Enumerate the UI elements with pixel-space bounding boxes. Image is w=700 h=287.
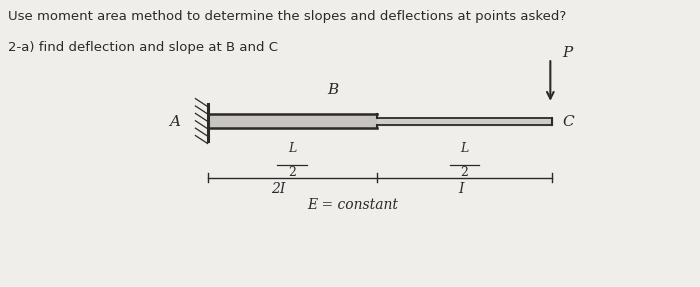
Text: 2: 2 (288, 166, 296, 179)
Text: P: P (563, 46, 573, 59)
Text: C: C (563, 115, 574, 129)
Text: A: A (169, 115, 181, 129)
Text: Use moment area method to determine the slopes and deflections at points asked?: Use moment area method to determine the … (8, 10, 566, 23)
Text: L: L (288, 142, 296, 155)
Text: B: B (327, 83, 338, 97)
Text: 2-a) find deflection and slope at B and C: 2-a) find deflection and slope at B and … (8, 41, 278, 54)
Text: I: I (458, 182, 464, 196)
Text: L: L (461, 142, 468, 155)
Text: E = constant: E = constant (307, 198, 398, 212)
Text: 2: 2 (461, 166, 468, 179)
Text: 2I: 2I (272, 182, 286, 196)
